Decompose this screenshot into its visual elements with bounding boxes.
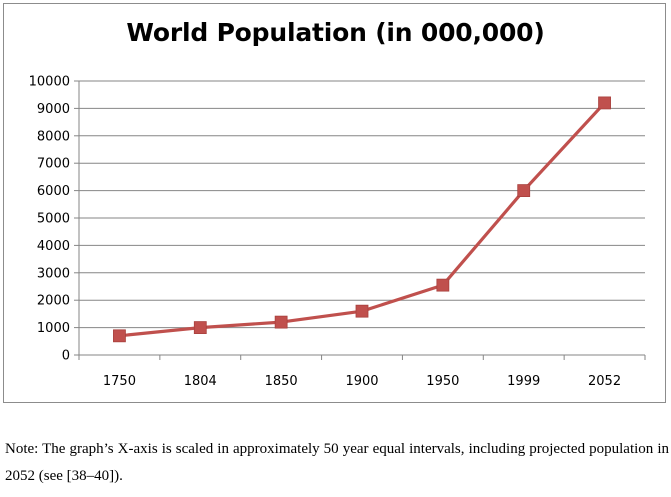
x-tick-label: 2052 bbox=[588, 374, 621, 389]
y-tick-label: 2000 bbox=[37, 294, 70, 309]
y-tick-label: 7000 bbox=[37, 157, 70, 172]
figure-note: Note: The graph’s X-axis is scaled in ap… bbox=[5, 441, 669, 484]
data-point-2052 bbox=[598, 96, 611, 110]
y-tick-label: 6000 bbox=[37, 184, 70, 199]
data-point-1804 bbox=[193, 321, 207, 335]
x-tick-label: 1850 bbox=[265, 374, 298, 389]
x-tick-label: 1750 bbox=[103, 374, 136, 389]
y-tick-label: 4000 bbox=[37, 239, 70, 254]
chart-title: World Population (in 000,000) bbox=[126, 18, 545, 47]
x-tick-label: 1900 bbox=[345, 374, 378, 389]
y-tick-label: 0 bbox=[62, 349, 70, 364]
y-tick-label: 10000 bbox=[29, 75, 70, 90]
line-chart: 0 1000 2000 3000 4000 5000 6000 7000 8000 9000 100… bbox=[29, 75, 646, 389]
data-point-1900 bbox=[355, 304, 369, 318]
x-tick-label: 1804 bbox=[184, 374, 217, 389]
x-tick-labels: 1750 1804 1850 1900 1950 1999 2052 bbox=[103, 374, 621, 389]
gridlines bbox=[79, 80, 645, 329]
y-tick-labels: 0 1000 2000 3000 4000 5000 6000 7000 8000 9000 100… bbox=[29, 75, 70, 364]
y-tick-label: 5000 bbox=[37, 212, 70, 227]
axes bbox=[74, 80, 646, 360]
y-tick-label: 8000 bbox=[37, 129, 70, 144]
y-tick-label: 1000 bbox=[37, 321, 70, 336]
y-tick-label: 3000 bbox=[37, 266, 70, 281]
data-point-1999 bbox=[517, 184, 531, 198]
x-tick-label: 1999 bbox=[507, 374, 540, 389]
data-point-1950 bbox=[436, 278, 450, 292]
data-point-1750 bbox=[113, 329, 126, 343]
y-tick-label: 9000 bbox=[37, 102, 70, 117]
series-population bbox=[113, 96, 611, 343]
x-tick-label: 1950 bbox=[426, 374, 459, 389]
data-point-1850 bbox=[274, 315, 288, 329]
series-line bbox=[119, 101, 606, 338]
